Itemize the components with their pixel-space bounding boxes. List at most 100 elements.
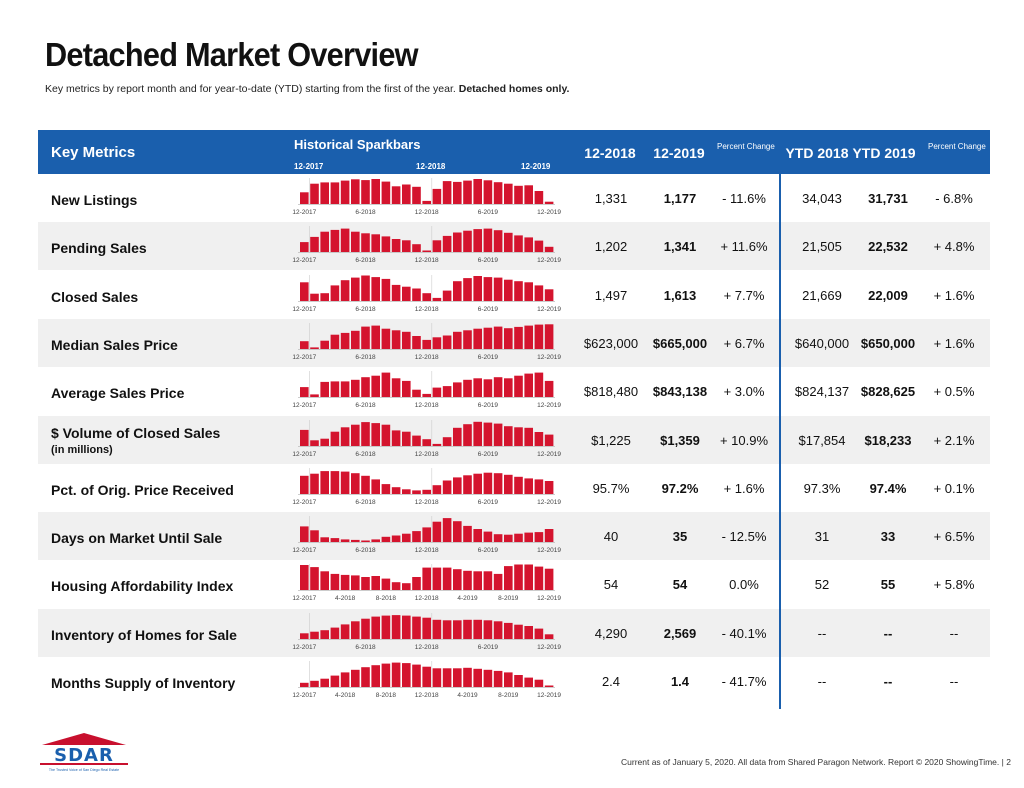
spark-tick-label: 12-2017 bbox=[292, 451, 316, 458]
spark-bar bbox=[381, 278, 391, 301]
value-ytd-2018: $640,000 bbox=[794, 335, 850, 351]
spark-bar bbox=[300, 475, 309, 494]
spark-bar bbox=[330, 675, 340, 687]
spark-bar bbox=[534, 628, 544, 639]
spark-bar bbox=[351, 277, 360, 301]
spark-tick-label: 6-2018 bbox=[355, 354, 376, 361]
spark-tick-label: 12-2019 bbox=[537, 547, 561, 554]
spark-bar bbox=[340, 471, 350, 494]
spark-tick-label: 8-2018 bbox=[376, 692, 397, 699]
spark-tick-label: 12-2018 bbox=[415, 402, 439, 409]
header-spark-date: 12-2017 bbox=[294, 162, 324, 171]
spark-bar bbox=[483, 531, 493, 543]
spark-bar bbox=[504, 425, 513, 446]
spark-bar bbox=[351, 620, 360, 639]
value-12-2019: 97.2% bbox=[661, 480, 699, 496]
spark-tick-label: 12-2018 bbox=[415, 354, 439, 361]
value-percent-change: + 3.0% bbox=[723, 384, 765, 400]
spark-bar bbox=[544, 288, 554, 301]
spark-bar bbox=[422, 394, 431, 398]
spark-bar bbox=[473, 668, 482, 687]
table-row: Inventory of Homes for Sale 12-2017 6-2018… bbox=[38, 608, 990, 657]
spark-bar bbox=[330, 574, 340, 591]
spark-bar bbox=[422, 250, 431, 253]
spark-bar bbox=[442, 668, 452, 687]
spark-bar bbox=[493, 574, 503, 591]
value-ytd-percent-change: + 4.8% bbox=[933, 239, 975, 255]
value-12-2019: $1,359 bbox=[660, 432, 700, 448]
spark-bar bbox=[412, 335, 421, 349]
spark-bar bbox=[310, 680, 319, 687]
spark-bar bbox=[340, 180, 350, 204]
spark-bar bbox=[524, 237, 533, 253]
metric-label: Pct. of Orig. Price Received bbox=[51, 481, 234, 498]
value-12-2018: 2.4 bbox=[601, 674, 621, 689]
spark-bar bbox=[504, 328, 513, 349]
spark-bar bbox=[432, 567, 442, 591]
value-ytd-2019: $828,625 bbox=[860, 384, 916, 400]
spark-bar bbox=[391, 186, 401, 204]
spark-bar bbox=[473, 275, 482, 301]
spark-bar bbox=[524, 564, 533, 591]
spark-bar bbox=[544, 201, 554, 204]
spark-bar bbox=[463, 475, 472, 494]
spark-tick-label: 12-2017 bbox=[292, 499, 316, 506]
spark-bar bbox=[493, 277, 503, 301]
sparkbar-chart: 12-2017 6-2018 12-2018 6-2019 12-2019 bbox=[292, 178, 561, 216]
spark-bar bbox=[361, 180, 370, 204]
spark-bar bbox=[483, 619, 493, 639]
spark-bar bbox=[330, 230, 340, 253]
header-ytd-2018: YTD 2018 bbox=[785, 145, 849, 161]
spark-bar bbox=[402, 184, 411, 204]
table-row: $ Volume of Closed Sales (in millions) 12-… bbox=[38, 415, 990, 464]
spark-bar bbox=[351, 330, 360, 349]
spark-bar bbox=[330, 381, 340, 398]
spark-tick-label: 12-2017 bbox=[292, 209, 316, 216]
metric-sublabel: (in millions) bbox=[51, 443, 113, 456]
spark-bar bbox=[300, 565, 309, 591]
value-percent-change: - 11.6% bbox=[722, 191, 766, 206]
spark-bar bbox=[504, 378, 513, 398]
spark-bar bbox=[391, 535, 401, 543]
spark-bar bbox=[300, 192, 309, 204]
spark-bar bbox=[442, 386, 452, 398]
spark-tick-label: 6-2019 bbox=[478, 499, 499, 506]
spark-bar bbox=[432, 240, 442, 253]
table-row: Average Sales Price 12-2017 6-2018 12-2018 6… bbox=[38, 367, 990, 415]
spark-bar bbox=[300, 632, 309, 639]
spark-bar bbox=[483, 379, 493, 398]
value-percent-change: + 1.6% bbox=[723, 480, 765, 496]
spark-bar bbox=[504, 183, 513, 204]
spark-tick-label: 12-2018 bbox=[415, 595, 439, 602]
spark-bar bbox=[442, 619, 452, 639]
spark-bar bbox=[412, 490, 421, 494]
spark-bar bbox=[483, 571, 493, 591]
spark-bar bbox=[483, 228, 493, 253]
spark-bar bbox=[361, 326, 370, 349]
spark-bar bbox=[340, 624, 350, 639]
value-ytd-2018: $824,137 bbox=[794, 384, 850, 400]
spark-bar bbox=[453, 280, 462, 301]
spark-bar bbox=[442, 335, 452, 349]
spark-bar bbox=[453, 619, 462, 639]
spark-bar bbox=[381, 424, 391, 446]
spark-bar bbox=[381, 372, 391, 398]
sparkbar-chart: 12-2017 6-2018 12-2018 6-2019 12-2019 bbox=[292, 322, 561, 361]
spark-bar bbox=[524, 185, 533, 204]
spark-bar bbox=[453, 477, 462, 494]
svg-text:The Trusted Voice of San Diego: The Trusted Voice of San Diego Real Esta… bbox=[49, 768, 119, 772]
metric-label: Median Sales Price bbox=[51, 336, 178, 353]
spark-bar bbox=[351, 472, 360, 494]
spark-tick-label: 8-2019 bbox=[498, 595, 519, 602]
value-12-2018: $818,480 bbox=[583, 384, 639, 400]
spark-bar bbox=[514, 185, 523, 204]
value-12-2018: 40 bbox=[603, 529, 619, 545]
value-12-2018: $623,000 bbox=[583, 335, 639, 351]
spark-tick-label: 6-2019 bbox=[478, 451, 499, 458]
spark-bar bbox=[320, 537, 329, 543]
sdar-logo-graphic: SDAR The Trusted Voice of San Diego Real… bbox=[40, 733, 128, 772]
metric-label: Closed Sales bbox=[51, 288, 139, 305]
spark-bar bbox=[544, 685, 554, 687]
value-ytd-percent-change: + 5.8% bbox=[933, 577, 975, 593]
spark-bar bbox=[453, 331, 462, 349]
